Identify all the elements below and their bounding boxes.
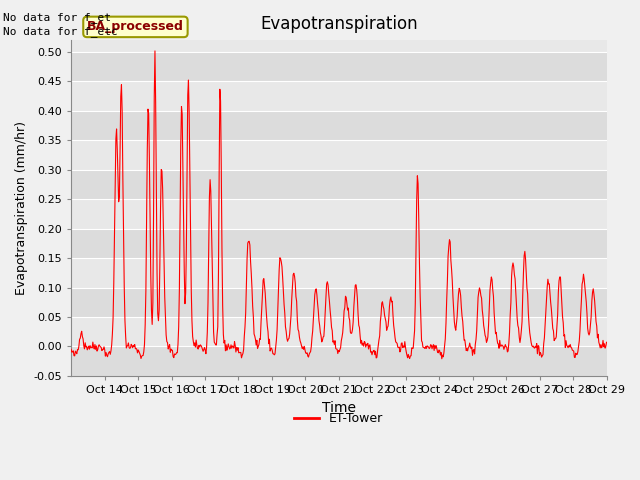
Bar <box>71 317 607 347</box>
Y-axis label: Evapotranspiration (mm/hr): Evapotranspiration (mm/hr) <box>15 121 28 295</box>
Bar <box>71 347 607 376</box>
Bar <box>71 258 607 288</box>
Text: No data for f_etc: No data for f_etc <box>3 26 118 37</box>
Bar <box>71 52 607 81</box>
Bar <box>71 140 607 170</box>
Title: Evapotranspiration: Evapotranspiration <box>260 15 418 33</box>
Legend: ET-Tower: ET-Tower <box>289 407 388 430</box>
Bar <box>71 228 607 258</box>
X-axis label: Time: Time <box>322 400 356 415</box>
Bar <box>71 199 607 228</box>
Bar <box>71 288 607 317</box>
Text: No data for f_et: No data for f_et <box>3 12 111 23</box>
Bar <box>71 81 607 111</box>
Text: BA_processed: BA_processed <box>87 20 184 34</box>
Bar <box>71 170 607 199</box>
Bar <box>71 111 607 140</box>
